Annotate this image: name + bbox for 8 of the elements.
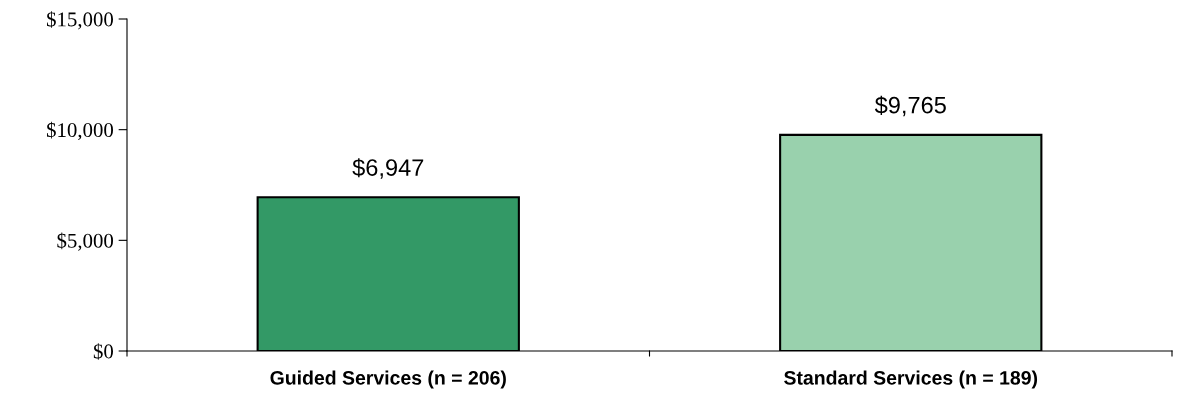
y-tick-label: $5,000 (57, 232, 114, 251)
data-label: $6,947 (352, 158, 424, 179)
data-label: $9,765 (874, 95, 946, 117)
y-tick-label: $15,000 (46, 11, 114, 30)
x-tick-label: Guided Services (n = 206) (270, 370, 506, 389)
y-tick-label: $10,000 (46, 121, 114, 141)
x-tick-label: Standard Services (n = 189) (784, 370, 1038, 389)
y-tick-label: $0 (93, 343, 114, 360)
